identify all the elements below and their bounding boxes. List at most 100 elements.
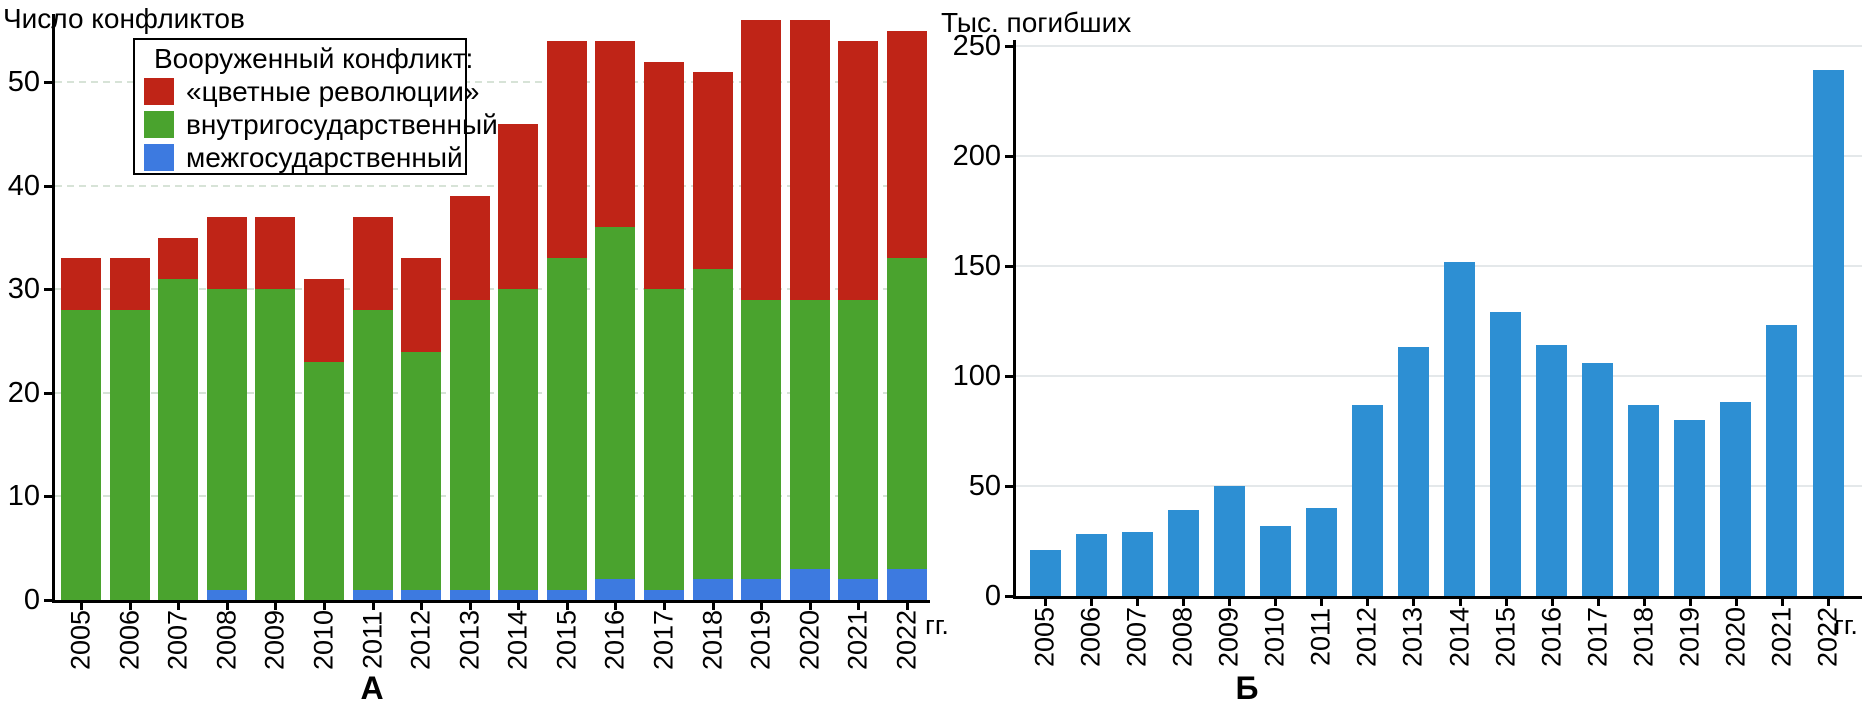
x-tick	[80, 603, 83, 610]
y-tick-label: 0	[984, 580, 1001, 612]
x-tick-label: 2019	[745, 609, 776, 671]
legend-swatch-red	[144, 78, 174, 105]
legend-item-color-revolutions: «цветные революции»	[144, 75, 479, 108]
bar-segment	[1121, 532, 1153, 596]
x-tick	[1550, 599, 1554, 606]
x-tick-label: 2008	[211, 609, 242, 671]
bar-segment	[61, 258, 101, 311]
gridline-y100	[1016, 375, 1862, 377]
gridline-y50	[55, 81, 930, 84]
bar-segment	[692, 268, 733, 580]
bar-segment	[644, 589, 685, 600]
x-tick	[468, 603, 472, 610]
bar-segment	[1259, 525, 1291, 596]
x-tick-label: 2008	[1167, 606, 1198, 668]
y-tick	[44, 599, 52, 602]
bar-segment	[789, 20, 830, 300]
bar-segment	[1674, 420, 1706, 596]
gridline-y40	[55, 184, 930, 187]
bar-segment	[401, 351, 442, 590]
x-tick	[1734, 599, 1738, 606]
x-tick	[322, 603, 326, 610]
bar-segment	[644, 61, 685, 290]
x-tick-label: 2017	[1582, 606, 1613, 668]
x-tick-label: 2011	[1305, 607, 1336, 667]
x-tick-label: 2009	[1213, 606, 1244, 668]
y-tick	[44, 495, 52, 499]
legend-swatch-blue	[144, 144, 174, 171]
y-tick-label: 40	[7, 169, 40, 202]
bar-segment	[887, 258, 928, 569]
x-tick-label: 2021	[1766, 606, 1797, 668]
bar-segment	[1536, 345, 1568, 596]
bar-segment	[255, 289, 296, 600]
y-tick	[1005, 265, 1013, 268]
x-tick-label: 2007	[1121, 606, 1152, 668]
bar-segment	[303, 361, 344, 600]
x-tick-label: 2011	[357, 610, 388, 670]
bar-segment	[1167, 510, 1199, 596]
bar-segment	[789, 568, 830, 600]
y-tick-label: 50	[968, 470, 1001, 502]
x-axis-units-label-right: гг.	[1834, 610, 1858, 640]
x-tick	[517, 603, 521, 610]
gridline-y50	[1016, 485, 1862, 487]
x-tick-label: 2020	[1720, 606, 1751, 668]
bar-segment	[1029, 549, 1061, 596]
bar-segment	[741, 579, 782, 600]
legend-item-intrastate: внутригосударственный	[144, 108, 498, 141]
bar-segment	[206, 216, 247, 290]
x-tick-label: 2009	[259, 609, 290, 671]
bar-segment	[1766, 325, 1798, 596]
y-tick-label: 0	[23, 584, 40, 616]
y-tick-label: 200	[952, 140, 1001, 172]
x-tick	[177, 603, 181, 610]
bar-segment	[206, 589, 247, 600]
bar-segment	[1213, 486, 1245, 596]
bar-segment	[692, 579, 733, 600]
x-tick-label: 2013	[454, 609, 485, 671]
x-tick-label: 2018	[1628, 606, 1659, 668]
x-tick	[1182, 599, 1186, 606]
x-tick	[1458, 599, 1462, 606]
bar-segment	[1444, 261, 1476, 596]
x-tick	[420, 603, 424, 610]
x-tick	[1044, 599, 1047, 606]
x-tick-label: 2018	[697, 609, 728, 671]
bar-segment	[1305, 508, 1337, 596]
x-tick	[1780, 599, 1784, 606]
y-axis-title-conflicts: Число конфликтов	[3, 3, 245, 34]
bar-segment	[498, 289, 539, 590]
x-tick	[1320, 599, 1324, 606]
x-tick	[1366, 599, 1370, 606]
x-tick-label: 2017	[648, 609, 679, 671]
x-tick-label: 2007	[162, 609, 193, 671]
x-tick	[760, 603, 764, 610]
bar-segment	[644, 289, 685, 590]
bar-segment	[303, 279, 344, 362]
x-tick-label: 2016	[599, 609, 630, 671]
x-tick	[1688, 599, 1692, 606]
y-axis-line	[1013, 40, 1016, 599]
bar-segment	[1628, 404, 1660, 596]
bar-segment	[206, 289, 247, 590]
bar-segment	[838, 299, 879, 580]
x-tick	[614, 603, 618, 610]
x-tick-label: 2005	[1029, 606, 1060, 668]
y-tick-label: 30	[7, 273, 40, 306]
x-tick-label: 2020	[794, 609, 825, 671]
panel-label-a: А	[360, 670, 384, 706]
y-tick	[1005, 155, 1013, 158]
legend-swatch-green	[144, 111, 174, 138]
bar-segment	[887, 568, 928, 600]
bar-segment	[352, 216, 393, 311]
x-tick-label: 2006	[1075, 606, 1106, 668]
y-tick-label: 150	[952, 250, 1001, 282]
x-tick	[1642, 599, 1646, 606]
y-tick	[44, 81, 52, 85]
bar-segment	[158, 279, 199, 600]
y-tick	[44, 288, 52, 292]
x-tick	[808, 603, 812, 610]
y-tick	[1005, 45, 1013, 48]
